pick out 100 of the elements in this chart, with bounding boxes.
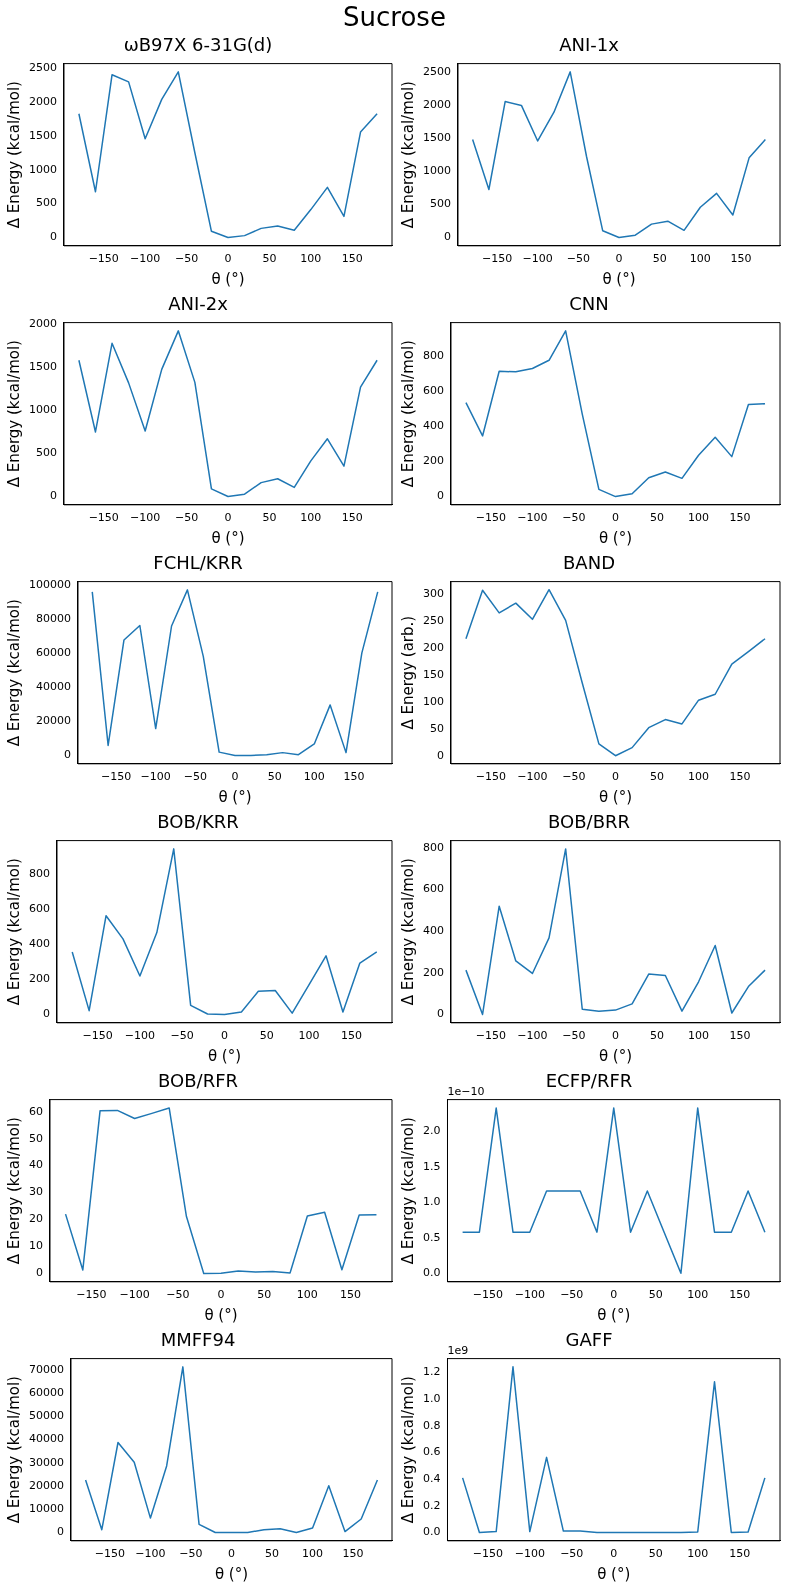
x-tick-label: −50	[566, 252, 590, 266]
x-tick-label: −50	[560, 1288, 584, 1302]
x-tick-label: 150	[343, 770, 365, 784]
x-tick-label: 150	[341, 511, 363, 525]
y-tick-label: 500	[35, 196, 57, 210]
x-tick-label: −100	[140, 770, 171, 784]
x-axis-title: θ (°)	[218, 787, 252, 806]
chart-title: CNN	[569, 293, 609, 315]
x-axis-title: θ (°)	[602, 269, 636, 288]
y-axis-title: Δ Energy (kcal/mol)	[4, 340, 23, 488]
x-tick-label: 150	[340, 1029, 362, 1043]
x-axis-title: θ (°)	[204, 1305, 238, 1324]
y-tick-label: 200	[29, 972, 50, 986]
y-tick-label: 0.0	[422, 1266, 441, 1280]
x-tick-label: 100	[298, 1029, 320, 1043]
y-tick-label: 300	[423, 586, 444, 600]
chart-title: ANI-1x	[559, 34, 620, 56]
y-tick-label: 1000	[28, 403, 57, 417]
y-tick-label: 400	[423, 924, 444, 938]
y-tick-label: 60	[29, 1104, 43, 1118]
x-axis-title: θ (°)	[211, 528, 245, 547]
y-tick-label: 0	[49, 230, 57, 244]
y-tick-label: 2000	[422, 98, 451, 112]
x-tick-label: −150	[94, 1547, 126, 1561]
chart-title: BAND	[563, 552, 615, 574]
x-tick-label: 150	[729, 770, 751, 784]
x-tick-label: 0	[610, 1288, 618, 1302]
x-tick-label: −150	[82, 1029, 113, 1043]
y-tick-label: 0	[43, 1007, 50, 1021]
y-tick-label: 0	[63, 748, 71, 762]
y-tick-label: 10000	[28, 1502, 64, 1516]
y-tick-label: 0.2	[422, 1498, 441, 1512]
x-tick-label: 50	[650, 770, 665, 784]
y-tick-label: 100000	[28, 577, 71, 591]
y-tick-label: 400	[29, 937, 50, 951]
x-tick-label: −100	[130, 511, 161, 525]
x-tick-label: 0	[615, 252, 623, 266]
x-axis-title: θ (°)	[597, 1564, 631, 1583]
y-tick-label: 40	[29, 1158, 43, 1172]
x-tick-label: 0	[221, 1029, 228, 1043]
y-tick-label: 80000	[35, 612, 71, 626]
text: 1e−10	[447, 1084, 485, 1098]
x-tick-label: 150	[340, 1288, 362, 1302]
x-tick-label: 100	[303, 770, 325, 784]
y-tick-label: 500	[35, 446, 57, 460]
x-tick-label: 50	[648, 1547, 663, 1561]
y-tick-label: 400	[423, 419, 444, 433]
x-axis-title: θ (°)	[207, 1046, 242, 1065]
y-tick-label: 2000	[28, 317, 57, 331]
y-tick-label: 800	[423, 840, 444, 854]
x-tick-label: −100	[514, 1288, 545, 1302]
x-tick-label: −100	[514, 1547, 545, 1561]
y-tick-label: 20000	[28, 1478, 64, 1492]
x-tick-label: −100	[130, 252, 161, 266]
y-tick-label: 600	[29, 901, 50, 915]
x-tick-label: 50	[262, 252, 277, 266]
y-tick-label: 30	[29, 1185, 43, 1199]
y-tick-label: 0	[36, 1266, 43, 1280]
x-tick-label: 50	[650, 511, 665, 525]
y-tick-label: 2000	[28, 94, 57, 108]
y-tick-label: 70000	[28, 1362, 64, 1376]
y-tick-label: 20	[29, 1212, 43, 1226]
x-tick-label: 50	[262, 511, 277, 525]
x-tick-label: −100	[517, 770, 548, 784]
x-tick-label: −100	[135, 1547, 166, 1561]
x-axis-title: θ (°)	[214, 1564, 249, 1583]
y-tick-label: 1.5	[422, 1159, 441, 1173]
x-tick-label: 0	[217, 1288, 225, 1302]
x-tick-label: 100	[302, 1547, 324, 1561]
x-axis-title: θ (°)	[598, 528, 633, 547]
y-tick-label: 50	[29, 1131, 43, 1145]
x-tick-label: 100	[689, 252, 711, 266]
x-tick-label: −100	[124, 1029, 156, 1043]
x-tick-label: 50	[259, 1029, 274, 1043]
y-tick-label: 0	[437, 748, 444, 762]
x-tick-label: −150	[100, 770, 132, 784]
x-axis-title: θ (°)	[598, 787, 633, 806]
x-tick-label: 0	[612, 770, 619, 784]
y-tick-label: 1500	[28, 128, 57, 142]
x-tick-label: 100	[688, 1029, 710, 1043]
text: Sucrose	[342, 2, 447, 32]
x-tick-label: −150	[481, 252, 513, 266]
chart-title: MMFF94	[160, 1329, 236, 1351]
x-tick-label: 0	[224, 252, 232, 266]
x-tick-label: −150	[76, 1288, 107, 1302]
x-tick-label: −150	[475, 1029, 506, 1043]
x-tick-label: −50	[183, 770, 207, 784]
x-tick-label: −100	[517, 1029, 548, 1043]
y-tick-label: 0	[56, 1525, 64, 1539]
x-tick-label: −50	[562, 511, 586, 525]
y-tick-label: 10	[29, 1239, 43, 1253]
x-tick-label: 100	[300, 252, 322, 266]
x-tick-label: 0	[612, 511, 619, 525]
y-axis-title: Δ Energy (kcal/mol)	[4, 81, 23, 229]
y-tick-label: 1500	[422, 131, 451, 145]
y-tick-label: 150	[423, 667, 444, 681]
x-tick-label: 150	[729, 1029, 751, 1043]
chart-title: ANI-2x	[168, 293, 229, 315]
y-axis-title: Δ Energy (kcal/mol)	[4, 858, 23, 1006]
y-axis-title: Δ Energy (kcal/mol)	[398, 858, 417, 1006]
